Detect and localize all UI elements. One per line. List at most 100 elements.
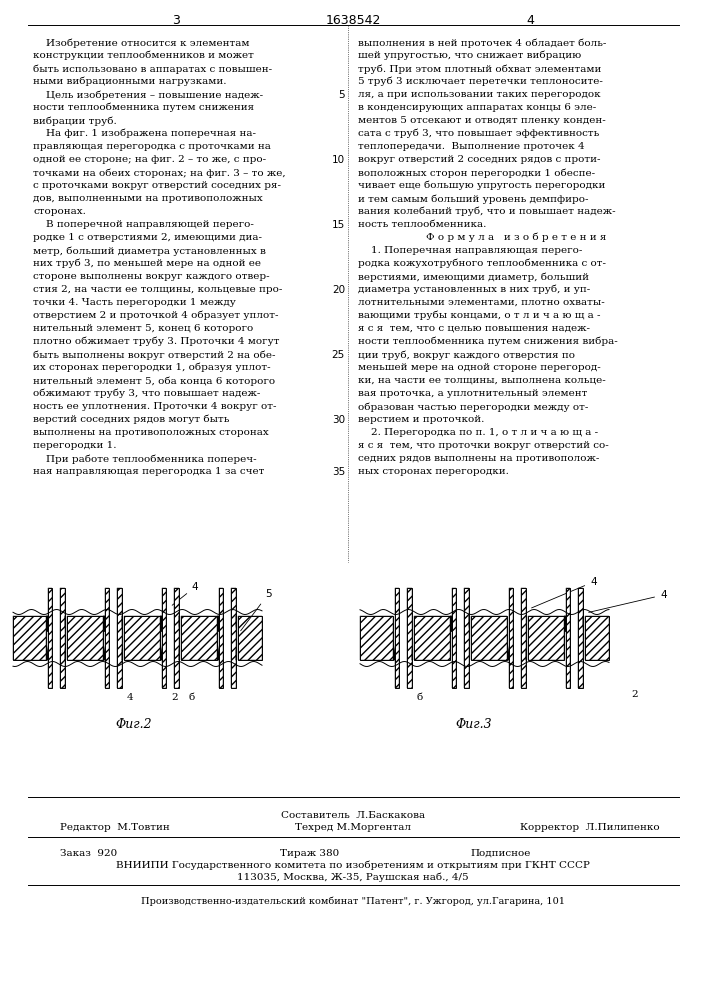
Text: 1. Поперечная направляющая перего-: 1. Поперечная направляющая перего- xyxy=(358,246,583,255)
Text: 2: 2 xyxy=(172,693,178,702)
Bar xyxy=(585,616,609,660)
Text: выполнения в ней проточек 4 обладает боль-: выполнения в ней проточек 4 обладает бол… xyxy=(358,38,607,47)
Bar xyxy=(60,588,64,688)
Bar xyxy=(508,588,513,688)
Text: вая проточка, а уплотнительный элемент: вая проточка, а уплотнительный элемент xyxy=(358,389,588,398)
Text: 5 труб 3 исключает перетечки теплоносите-: 5 труб 3 исключает перетечки теплоносите… xyxy=(358,77,603,87)
Polygon shape xyxy=(103,645,105,660)
Text: ность ее уплотнения. Проточки 4 вокруг от-: ность ее уплотнения. Проточки 4 вокруг о… xyxy=(33,402,276,411)
Bar xyxy=(521,588,525,688)
Text: 4: 4 xyxy=(589,590,667,612)
Text: я с я  тем, что с целью повышения надеж-: я с я тем, что с целью повышения надеж- xyxy=(358,324,590,333)
Bar xyxy=(527,616,563,660)
Text: вания колебаний труб, что и повышает надеж-: вания колебаний труб, что и повышает над… xyxy=(358,207,616,217)
Bar xyxy=(470,616,506,660)
Text: вающими трубы концами, о т л и ч а ю щ а -: вающими трубы концами, о т л и ч а ю щ а… xyxy=(358,311,600,320)
Bar xyxy=(105,588,109,688)
Text: чивает еще большую упругость перегородки: чивает еще большую упругость перегородки xyxy=(358,181,605,190)
Text: одной ее стороне; на фиг. 2 – то же, с про-: одной ее стороне; на фиг. 2 – то же, с п… xyxy=(33,155,266,164)
Bar xyxy=(464,588,469,688)
Text: 4: 4 xyxy=(532,577,597,608)
Text: Составитель  Л.Баскакова: Составитель Л.Баскакова xyxy=(281,811,425,820)
Text: В поперечной направляющей перего-: В поперечной направляющей перего- xyxy=(33,220,254,229)
Bar xyxy=(452,588,456,688)
Text: седних рядов выполнены на противополож-: седних рядов выполнены на противополож- xyxy=(358,454,600,463)
Text: Ф о р м у л а   и з о б р е т е н и я: Ф о р м у л а и з о б р е т е н и я xyxy=(426,233,606,242)
Polygon shape xyxy=(450,616,452,631)
Text: нительный элемент 5, оба конца 6 которого: нительный элемент 5, оба конца 6 которог… xyxy=(33,376,275,385)
Polygon shape xyxy=(525,645,527,660)
Bar xyxy=(124,616,160,660)
Bar xyxy=(578,588,583,688)
Text: точками на обеих сторонах; на фиг. 3 – то же,: точками на обеих сторонах; на фиг. 3 – т… xyxy=(33,168,286,178)
Text: меньшей мере на одной стороне перегород-: меньшей мере на одной стороне перегород- xyxy=(358,363,601,372)
Polygon shape xyxy=(235,616,237,631)
Text: Φиг.2: Φиг.2 xyxy=(115,718,151,731)
Bar xyxy=(47,588,52,688)
Text: ции труб, вокруг каждого отверстия по: ции труб, вокруг каждого отверстия по xyxy=(358,350,575,360)
Bar xyxy=(180,616,216,660)
Bar xyxy=(238,616,262,660)
Text: ВНИИПИ Государственного комитета по изобретениям и открытиям при ГКНТ СССР: ВНИИПИ Государственного комитета по изоб… xyxy=(116,861,590,870)
Text: Цель изобретения – повышение надеж-: Цель изобретения – повышение надеж- xyxy=(33,90,263,100)
Text: При работе теплообменника попереч-: При работе теплообменника попереч- xyxy=(33,454,257,464)
Polygon shape xyxy=(411,645,412,660)
Text: вокруг отверстий 2 соседних рядов с проти-: вокруг отверстий 2 соседних рядов с прот… xyxy=(358,155,600,164)
Text: ментов 5 отсекают и отводят пленку конден-: ментов 5 отсекают и отводят пленку конде… xyxy=(358,116,606,125)
Polygon shape xyxy=(394,645,395,660)
Text: в конденсирующих аппаратах концы 6 эле-: в конденсирующих аппаратах концы 6 эле- xyxy=(358,103,596,112)
Text: ности теплообменника путем снижения вибра-: ности теплообменника путем снижения вибр… xyxy=(358,337,618,347)
Text: 1638542: 1638542 xyxy=(325,14,380,27)
Bar xyxy=(395,588,399,688)
Text: Подписное: Подписное xyxy=(470,849,530,858)
Polygon shape xyxy=(178,645,180,660)
Bar xyxy=(566,588,570,688)
Text: 4: 4 xyxy=(173,582,198,605)
Text: б: б xyxy=(189,693,195,702)
Bar xyxy=(407,588,411,688)
Text: образован частью перегородки между от-: образован частью перегородки между от- xyxy=(358,402,588,412)
Text: лотнительными элементами, плотно охваты-: лотнительными элементами, плотно охваты- xyxy=(358,298,604,307)
Text: 15: 15 xyxy=(332,220,345,230)
Text: 25: 25 xyxy=(332,350,345,360)
Text: стороне выполнены вокруг каждого отвер-: стороне выполнены вокруг каждого отвер- xyxy=(33,272,269,281)
Bar xyxy=(124,616,160,660)
Bar xyxy=(578,588,583,688)
Polygon shape xyxy=(235,645,237,660)
Text: верстием и проточкой.: верстием и проточкой. xyxy=(358,415,484,424)
Bar xyxy=(218,588,223,688)
Text: Тираж 380: Тираж 380 xyxy=(280,849,339,858)
Text: 2. Перегородка по п. 1, о т л и ч а ю щ а -: 2. Перегородка по п. 1, о т л и ч а ю щ … xyxy=(358,428,598,437)
Polygon shape xyxy=(160,616,161,631)
Text: сторонах.: сторонах. xyxy=(33,207,86,216)
Text: ная направляющая перегородка 1 за счет: ная направляющая перегородка 1 за счет xyxy=(33,467,264,476)
Text: верстий соседних рядов могут быть: верстий соседних рядов могут быть xyxy=(33,415,229,424)
Text: перегородки 1.: перегородки 1. xyxy=(33,441,117,450)
Text: быть выполнены вокруг отверстий 2 на обе-: быть выполнены вокруг отверстий 2 на обе… xyxy=(33,350,276,360)
Bar xyxy=(360,616,392,660)
Polygon shape xyxy=(160,645,161,660)
Text: них труб 3, по меньшей мере на одной ее: них труб 3, по меньшей мере на одной ее xyxy=(33,259,261,268)
Text: воположных сторон перегородки 1 обеспе-: воположных сторон перегородки 1 обеспе- xyxy=(358,168,595,178)
Text: 10: 10 xyxy=(332,155,345,165)
Text: На фиг. 1 изображена поперечная на-: На фиг. 1 изображена поперечная на- xyxy=(33,129,256,138)
Bar xyxy=(180,616,216,660)
Text: сата с труб 3, что повышает эффективность: сата с труб 3, что повышает эффективност… xyxy=(358,129,600,138)
Text: их сторонах перегородки 1, образуя уплот-: их сторонах перегородки 1, образуя уплот… xyxy=(33,363,271,372)
Bar xyxy=(407,588,411,688)
Text: вибрации труб.: вибрации труб. xyxy=(33,116,117,125)
Bar xyxy=(105,588,109,688)
Text: стия 2, на части ее толщины, кольцевые про-: стия 2, на части ее толщины, кольцевые п… xyxy=(33,285,282,294)
Bar xyxy=(174,588,178,688)
Text: ных сторонах перегородки.: ных сторонах перегородки. xyxy=(358,467,509,476)
Text: 5: 5 xyxy=(339,90,345,100)
Text: конструкции теплообменников и может: конструкции теплообменников и может xyxy=(33,51,254,60)
Text: отверстием 2 и проточкой 4 образует уплот-: отверстием 2 и проточкой 4 образует упло… xyxy=(33,311,279,320)
Text: б: б xyxy=(417,693,423,702)
Bar xyxy=(470,616,506,660)
Polygon shape xyxy=(178,616,180,631)
Bar xyxy=(231,588,235,688)
Text: 4: 4 xyxy=(526,14,534,27)
Text: родке 1 с отверстиями 2, имеющими диа-: родке 1 с отверстиями 2, имеющими диа- xyxy=(33,233,262,242)
Text: 30: 30 xyxy=(332,415,345,425)
